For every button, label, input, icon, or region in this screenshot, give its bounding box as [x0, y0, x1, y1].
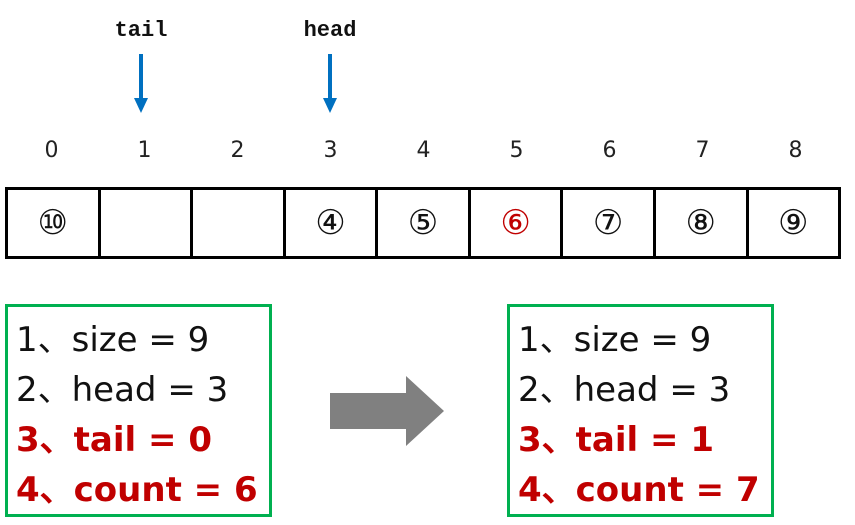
transition-arrow-icon	[330, 376, 444, 446]
array-cell-6: ⑦	[560, 190, 653, 256]
before-head-line: 2、head = 3	[16, 370, 229, 410]
index-label-2: 2	[230, 138, 245, 163]
array-cell-4: ⑤	[375, 190, 468, 256]
index-label-5: 5	[509, 138, 524, 163]
array-cell-5: ⑥	[467, 190, 561, 256]
tail-pointer-arrow	[134, 54, 148, 113]
tail-pointer-label: tail	[114, 18, 168, 43]
head-pointer-label: head	[303, 18, 357, 43]
head-pointer-arrow	[323, 54, 337, 113]
after-state-box: 1、size = 9 2、head = 3 3、tail = 1 4、count…	[507, 304, 774, 517]
index-label-1: 1	[137, 138, 152, 163]
after-count-line: 4、count = 7	[518, 470, 760, 510]
after-head-line: 2、head = 3	[518, 370, 731, 410]
before-count-line: 4、count = 6	[16, 470, 258, 510]
before-size-line: 1、size = 9	[16, 320, 210, 360]
before-tail-line: 3、tail = 0	[16, 420, 212, 460]
index-label-3: 3	[323, 138, 338, 163]
array-cell-8: ⑨	[745, 190, 839, 256]
index-label-6: 6	[602, 138, 617, 163]
after-size-line: 1、size = 9	[518, 320, 712, 360]
index-label-7: 7	[695, 138, 710, 163]
array-cell-2	[190, 190, 283, 256]
after-tail-line: 3、tail = 1	[518, 420, 714, 460]
index-label-4: 4	[416, 138, 431, 163]
array-cell-0: ⑩	[37, 203, 69, 243]
array-cell-1	[97, 190, 191, 256]
array-cell-3: ④	[282, 190, 376, 256]
circular-queue-array: ⑩ ④ ⑤ ⑥ ⑦ ⑧ ⑨	[5, 187, 841, 259]
index-label-0: 0	[44, 138, 59, 163]
before-state-box: 1、size = 9 2、head = 3 3、tail = 0 4、count…	[5, 304, 272, 517]
index-label-8: 8	[788, 138, 803, 163]
array-cell-7: ⑧	[652, 190, 746, 256]
